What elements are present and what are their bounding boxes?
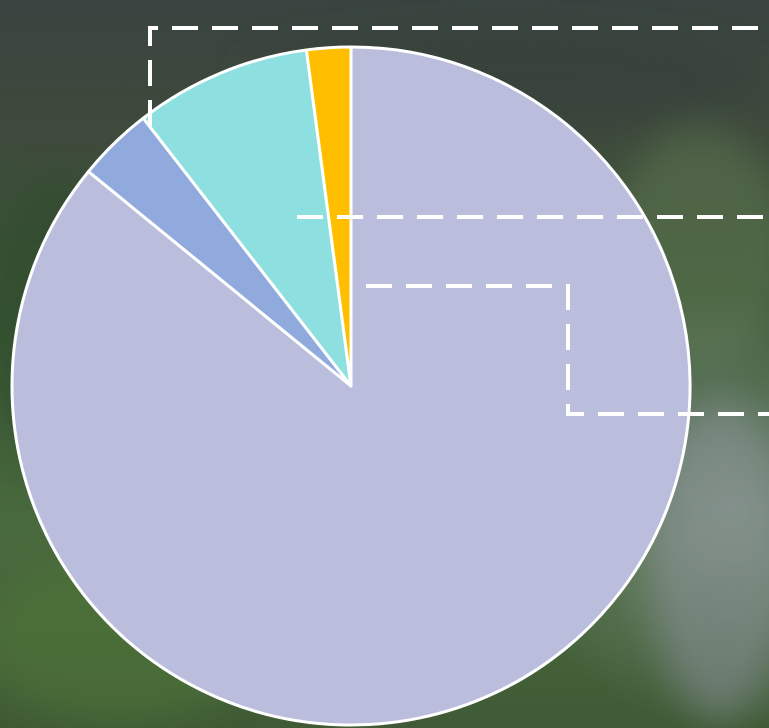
pie-slice-3	[304, 45, 353, 388]
pie-slices	[10, 45, 692, 727]
callout-lines	[148, 26, 769, 416]
callout-line-2	[366, 284, 769, 416]
callout-line-0	[148, 26, 769, 126]
